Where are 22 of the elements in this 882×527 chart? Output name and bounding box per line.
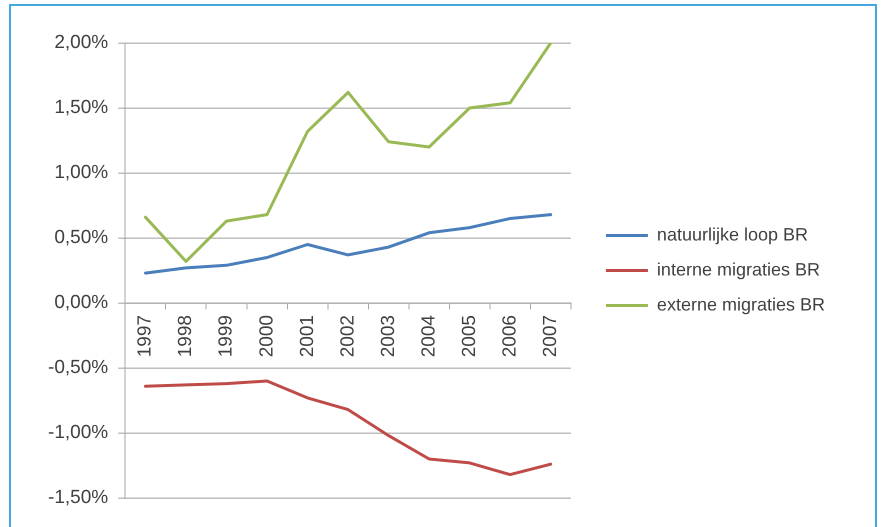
y-tick-label: 1,50%: [54, 97, 108, 118]
y-tick-label: 0,00%: [54, 292, 108, 314]
x-tick-label: 2001: [296, 315, 318, 358]
x-tick-label: 2004: [418, 314, 440, 358]
x-tick-label: 1997: [134, 315, 156, 358]
legend-label: externe migraties BR: [656, 294, 826, 314]
x-tick-label: 2003: [378, 315, 399, 358]
x-tick-label: 1998: [175, 315, 196, 358]
y-tick-label: -1,00%: [48, 422, 108, 444]
x-tick-label: 2000: [256, 315, 278, 358]
y-tick-label: 0,50%: [54, 227, 108, 248]
x-tick-label: 2006: [499, 315, 520, 358]
y-tick-label: 1,00%: [54, 162, 108, 184]
x-tick-label: 2007: [540, 315, 561, 358]
x-tick-label: 1999: [216, 315, 237, 358]
legend-label: interne migraties BR: [656, 259, 820, 280]
legend-label: natuurlijke loop BR: [656, 224, 808, 244]
x-tick-label: 2002: [337, 315, 358, 358]
x-tick-label: 2005: [458, 315, 480, 358]
y-tick-label: -0,50%: [48, 357, 108, 378]
y-tick-label: -1,50%: [48, 487, 108, 508]
y-tick-label: 2,00%: [54, 32, 108, 54]
